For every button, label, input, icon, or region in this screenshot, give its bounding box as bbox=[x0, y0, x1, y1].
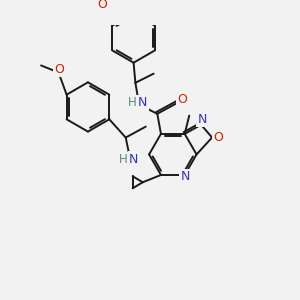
Text: O: O bbox=[97, 0, 107, 11]
Text: N: N bbox=[197, 113, 207, 126]
Text: N: N bbox=[129, 153, 139, 166]
Text: N: N bbox=[138, 96, 147, 110]
Text: O: O bbox=[177, 93, 187, 106]
Text: N: N bbox=[181, 170, 190, 183]
Text: H: H bbox=[118, 153, 127, 166]
Text: H: H bbox=[128, 96, 137, 110]
Text: O: O bbox=[214, 131, 224, 144]
Text: O: O bbox=[54, 63, 64, 76]
